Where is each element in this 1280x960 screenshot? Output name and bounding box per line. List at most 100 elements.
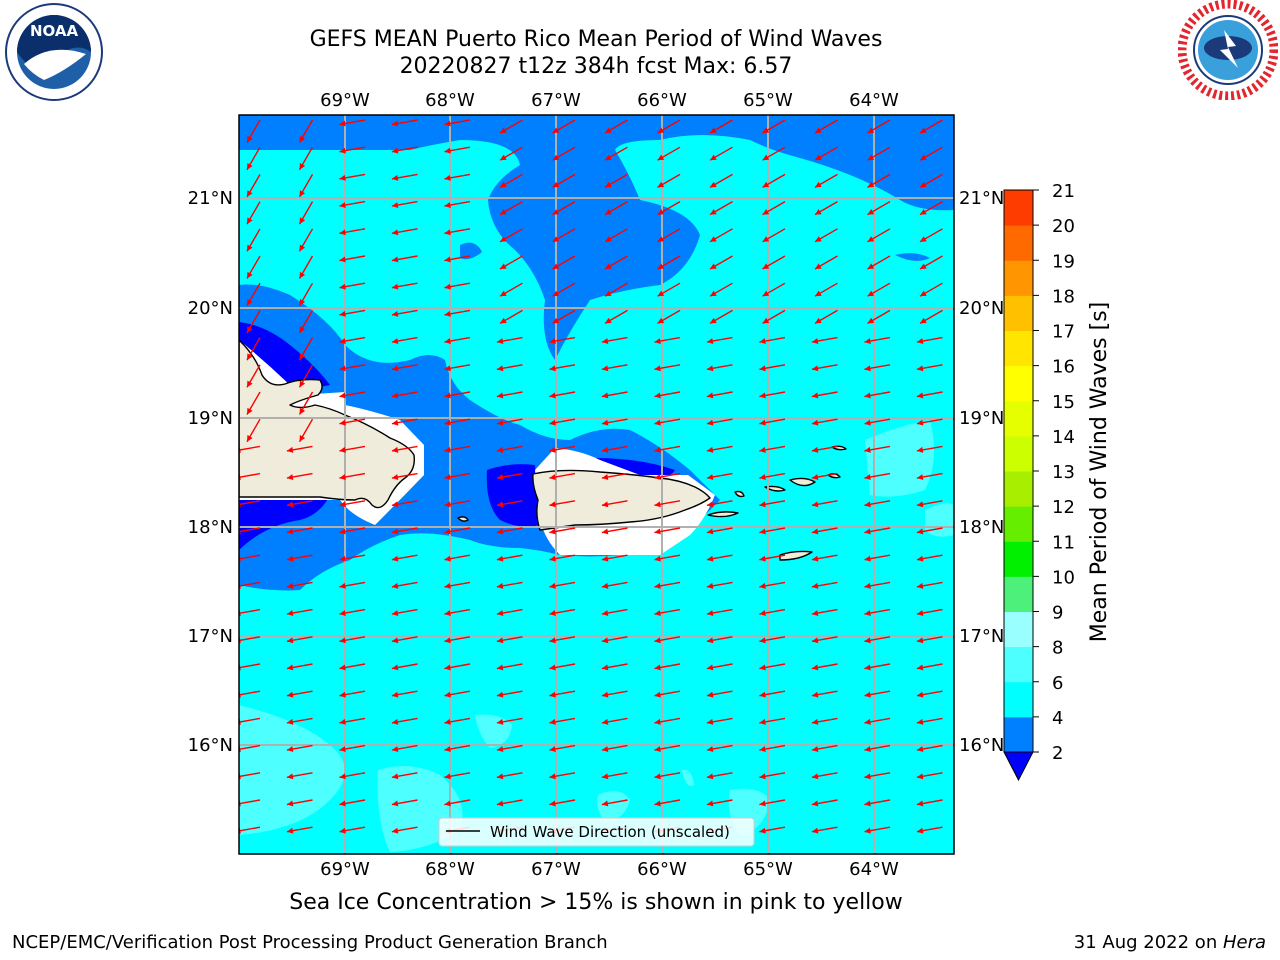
wind-arrow-head (759, 446, 766, 453)
wind-arrow-head (391, 610, 399, 617)
wind-arrow-head (391, 174, 399, 181)
wind-arrow-head (759, 501, 766, 508)
wind-arrow-head (496, 419, 504, 426)
wind-arrow-head (601, 773, 609, 780)
wind-arrow-head (444, 582, 451, 589)
wind-arrow-head (444, 147, 451, 154)
wind-arrow-head (601, 691, 609, 698)
wind-arrow-head (549, 773, 556, 780)
wind-arrow-head (339, 555, 346, 562)
wind-arrow-head (814, 181, 822, 188)
wind-arrow-head (867, 263, 875, 269)
wind-arrow-head (549, 419, 556, 426)
wind-arrow-head (496, 800, 504, 807)
map-legend: Wind Wave Direction (unscaled) (438, 817, 755, 847)
wind-arrow-head (444, 365, 451, 372)
wind-arrow-head (496, 746, 504, 753)
wind-arrow-head (239, 746, 241, 753)
wind-arrow-head (919, 154, 927, 161)
wind-arrow-head (759, 746, 766, 753)
lat-ticks-left: 21°N 20°N 19°N 18°N 17°N 16°N (188, 188, 233, 756)
wind-arrow-head (604, 317, 612, 324)
wind-arrow-head (811, 691, 819, 698)
wind-arrow-head (496, 365, 504, 372)
wind-arrow-head (444, 120, 451, 127)
wind-arrow-head (814, 263, 822, 269)
lat-tick: 18°N (188, 517, 233, 538)
wind-arrow-head (706, 800, 714, 807)
wind-arrow-head (811, 664, 819, 671)
colorbar-segment (1004, 646, 1033, 683)
wind-arrow-head (864, 773, 871, 780)
wind-arrow-head (604, 290, 612, 297)
wind-arrow-head (247, 435, 253, 442)
wind-arrow-head (657, 127, 665, 133)
lat-tick: 21°N (959, 188, 1004, 209)
wind-arrow-head (444, 501, 451, 508)
colorbar-tick-label: 2 (1052, 743, 1063, 764)
wind-arrow-head (811, 610, 819, 617)
wind-arrow-head (549, 392, 556, 399)
wind-arrow-head (339, 610, 346, 617)
wind-arrow-head (496, 446, 504, 453)
wind-arrow-head (811, 365, 819, 372)
wind-arrow-head (811, 718, 819, 725)
nws-logo (1178, 0, 1278, 100)
wind-arrow-head (286, 610, 294, 617)
wind-arrow-head (299, 380, 306, 388)
wind-arrow-head (444, 610, 451, 617)
wind-arrow-head (601, 610, 609, 617)
wind-arrow-head (499, 263, 507, 269)
wind-arrow-head (709, 290, 717, 297)
wind-arrow-head (811, 528, 819, 535)
lat-tick: 20°N (188, 298, 233, 319)
footer-machine: Hera (1222, 932, 1266, 953)
colorbar-segment (1004, 471, 1033, 507)
wind-arrow-head (604, 181, 612, 188)
wind-arrow-head (759, 365, 766, 372)
colorbar-segment (1004, 295, 1033, 331)
wind-arrow-head (709, 181, 717, 188)
wind-arrow-head (239, 555, 241, 562)
colorbar-tick-label: 4 (1052, 708, 1063, 729)
wind-arrow-head (916, 746, 924, 753)
wind-arrow-head (654, 800, 661, 807)
wind-arrow-head (864, 664, 871, 671)
wind-arrow-head (867, 154, 875, 161)
wind-arrow-head (239, 718, 241, 725)
wind-arrow-head (654, 555, 661, 562)
wind-arrow-head (864, 555, 871, 562)
wind-arrow-head (916, 800, 924, 807)
colorbar-segment (1004, 190, 1033, 226)
wind-arrow-head (657, 154, 665, 161)
wind-arrow-head (496, 718, 504, 725)
wind-arrow-head (759, 582, 766, 589)
wind-arrow-head (916, 501, 924, 508)
wind-arrow-head (391, 718, 399, 725)
wind-arrow-head (762, 317, 770, 324)
wind-arrow-head (444, 718, 451, 725)
wind-arrow (239, 717, 261, 723)
wind-arrow-head (339, 365, 346, 372)
wind-arrow-head (444, 446, 451, 453)
wind-arrow-head (549, 338, 556, 345)
wind-arrow-head (601, 419, 609, 426)
wind-arrow-head (759, 610, 766, 617)
wind-arrow-head (339, 256, 346, 263)
wind-arrow-head (391, 827, 399, 834)
wind-arrow-head (299, 244, 306, 252)
wind-arrow (239, 826, 261, 832)
wind-arrow-head (391, 664, 399, 671)
wind-arrow-head (496, 474, 504, 481)
wind-arrow-head (601, 637, 609, 644)
wind-arrow-head (239, 800, 241, 807)
wind-arrow-head (496, 664, 504, 671)
wind-arrow-head (916, 555, 924, 562)
wind-arrow-head (552, 290, 560, 297)
wind-arrow-head (811, 555, 819, 562)
wind-arrow-head (339, 800, 346, 807)
title-line-1: GEFS MEAN Puerto Rico Mean Period of Win… (309, 27, 883, 52)
wind-arrow-head (811, 800, 819, 807)
wind-arrow-head (864, 446, 871, 453)
